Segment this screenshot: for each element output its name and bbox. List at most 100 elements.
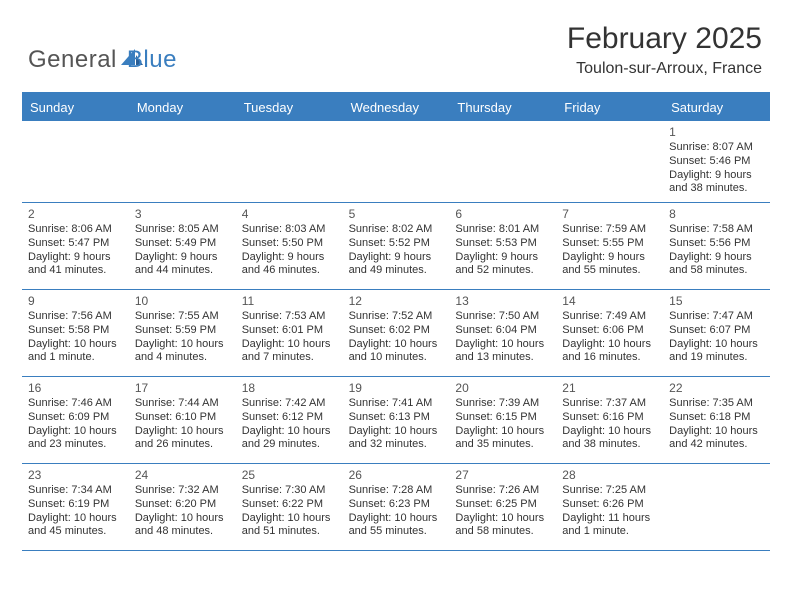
sunrise-text: Sunrise: 7:42 AM [242,397,337,411]
day-number: 24 [135,468,230,483]
sunset-text: Sunset: 6:15 PM [455,411,550,425]
calendar-week-row: 9Sunrise: 7:56 AMSunset: 5:58 PMDaylight… [22,290,770,377]
day-header-cell: Monday [129,94,236,121]
logo: General Blue [28,22,177,74]
sunrise-text: Sunrise: 7:32 AM [135,484,230,498]
sunrise-text: Sunrise: 7:50 AM [455,310,550,324]
day-number: 14 [562,294,657,309]
calendar-day-cell [663,464,770,550]
sunset-text: Sunset: 6:12 PM [242,411,337,425]
calendar-week-row: 23Sunrise: 7:34 AMSunset: 6:19 PMDayligh… [22,464,770,551]
sunset-text: Sunset: 5:52 PM [349,237,444,251]
sunset-text: Sunset: 6:20 PM [135,498,230,512]
calendar-day-cell: 16Sunrise: 7:46 AMSunset: 6:09 PMDayligh… [22,377,129,463]
day-number: 10 [135,294,230,309]
sunset-text: Sunset: 5:59 PM [135,324,230,338]
calendar-day-cell: 14Sunrise: 7:49 AMSunset: 6:06 PMDayligh… [556,290,663,376]
daylight-text: Daylight: 11 hours and 1 minute. [562,512,657,540]
calendar-day-cell [556,121,663,202]
calendar-day-cell: 5Sunrise: 8:02 AMSunset: 5:52 PMDaylight… [343,203,450,289]
calendar-day-cell: 4Sunrise: 8:03 AMSunset: 5:50 PMDaylight… [236,203,343,289]
calendar-day-cell [343,121,450,202]
calendar-day-cell: 21Sunrise: 7:37 AMSunset: 6:16 PMDayligh… [556,377,663,463]
calendar-day-header: SundayMondayTuesdayWednesdayThursdayFrid… [22,94,770,121]
daylight-text: Daylight: 9 hours and 49 minutes. [349,251,444,279]
daylight-text: Daylight: 10 hours and 51 minutes. [242,512,337,540]
day-number: 3 [135,207,230,222]
sunrise-text: Sunrise: 7:30 AM [242,484,337,498]
sunset-text: Sunset: 5:56 PM [669,237,764,251]
day-number: 6 [455,207,550,222]
sunrise-text: Sunrise: 8:03 AM [242,223,337,237]
calendar-day-cell [449,121,556,202]
sunset-text: Sunset: 6:04 PM [455,324,550,338]
day-number: 25 [242,468,337,483]
sunset-text: Sunset: 5:46 PM [669,155,764,169]
calendar-weeks: 1Sunrise: 8:07 AMSunset: 5:46 PMDaylight… [22,121,770,551]
day-number: 8 [669,207,764,222]
daylight-text: Daylight: 10 hours and 29 minutes. [242,425,337,453]
daylight-text: Daylight: 9 hours and 38 minutes. [669,169,764,197]
calendar-day-cell: 12Sunrise: 7:52 AMSunset: 6:02 PMDayligh… [343,290,450,376]
sunrise-text: Sunrise: 7:52 AM [349,310,444,324]
sunset-text: Sunset: 6:07 PM [669,324,764,338]
sunset-text: Sunset: 6:01 PM [242,324,337,338]
sunset-text: Sunset: 5:49 PM [135,237,230,251]
sunset-text: Sunset: 6:09 PM [28,411,123,425]
sunrise-text: Sunrise: 7:44 AM [135,397,230,411]
calendar-day-cell: 26Sunrise: 7:28 AMSunset: 6:23 PMDayligh… [343,464,450,550]
day-number: 23 [28,468,123,483]
calendar-day-cell: 15Sunrise: 7:47 AMSunset: 6:07 PMDayligh… [663,290,770,376]
calendar-day-cell: 19Sunrise: 7:41 AMSunset: 6:13 PMDayligh… [343,377,450,463]
title-block: February 2025 Toulon-sur-Arroux, France [567,22,762,78]
page-title: February 2025 [567,22,762,56]
calendar-day-cell [129,121,236,202]
sunset-text: Sunset: 6:10 PM [135,411,230,425]
daylight-text: Daylight: 10 hours and 19 minutes. [669,338,764,366]
sunrise-text: Sunrise: 7:28 AM [349,484,444,498]
calendar-day-cell: 3Sunrise: 8:05 AMSunset: 5:49 PMDaylight… [129,203,236,289]
sunset-text: Sunset: 6:25 PM [455,498,550,512]
daylight-text: Daylight: 9 hours and 41 minutes. [28,251,123,279]
sunrise-text: Sunrise: 8:01 AM [455,223,550,237]
sunrise-text: Sunrise: 8:06 AM [28,223,123,237]
sunrise-text: Sunrise: 7:56 AM [28,310,123,324]
day-header-cell: Tuesday [236,94,343,121]
day-header-cell: Wednesday [343,94,450,121]
day-header-cell: Friday [556,94,663,121]
daylight-text: Daylight: 10 hours and 55 minutes. [349,512,444,540]
calendar-day-cell: 6Sunrise: 8:01 AMSunset: 5:53 PMDaylight… [449,203,556,289]
daylight-text: Daylight: 10 hours and 10 minutes. [349,338,444,366]
calendar-day-cell: 18Sunrise: 7:42 AMSunset: 6:12 PMDayligh… [236,377,343,463]
sunset-text: Sunset: 5:55 PM [562,237,657,251]
sunrise-text: Sunrise: 7:55 AM [135,310,230,324]
day-number: 28 [562,468,657,483]
calendar-day-cell: 20Sunrise: 7:39 AMSunset: 6:15 PMDayligh… [449,377,556,463]
daylight-text: Daylight: 10 hours and 13 minutes. [455,338,550,366]
day-number: 4 [242,207,337,222]
calendar-day-cell: 17Sunrise: 7:44 AMSunset: 6:10 PMDayligh… [129,377,236,463]
day-number: 7 [562,207,657,222]
daylight-text: Daylight: 10 hours and 35 minutes. [455,425,550,453]
calendar-day-cell: 2Sunrise: 8:06 AMSunset: 5:47 PMDaylight… [22,203,129,289]
calendar-day-cell [236,121,343,202]
calendar-day-cell: 9Sunrise: 7:56 AMSunset: 5:58 PMDaylight… [22,290,129,376]
day-number: 11 [242,294,337,309]
day-number: 22 [669,381,764,396]
day-number: 20 [455,381,550,396]
logo-text-right: Blue [127,28,177,74]
calendar-week-row: 1Sunrise: 8:07 AMSunset: 5:46 PMDaylight… [22,121,770,203]
sunrise-text: Sunrise: 7:34 AM [28,484,123,498]
logo-text-left: General [28,46,117,74]
daylight-text: Daylight: 10 hours and 58 minutes. [455,512,550,540]
sunset-text: Sunset: 6:02 PM [349,324,444,338]
sunset-text: Sunset: 6:16 PM [562,411,657,425]
calendar-day-cell: 24Sunrise: 7:32 AMSunset: 6:20 PMDayligh… [129,464,236,550]
day-number: 1 [669,125,764,140]
daylight-text: Daylight: 10 hours and 42 minutes. [669,425,764,453]
calendar-day-cell: 27Sunrise: 7:26 AMSunset: 6:25 PMDayligh… [449,464,556,550]
sunset-text: Sunset: 6:18 PM [669,411,764,425]
daylight-text: Daylight: 9 hours and 58 minutes. [669,251,764,279]
calendar-day-cell: 28Sunrise: 7:25 AMSunset: 6:26 PMDayligh… [556,464,663,550]
daylight-text: Daylight: 9 hours and 44 minutes. [135,251,230,279]
